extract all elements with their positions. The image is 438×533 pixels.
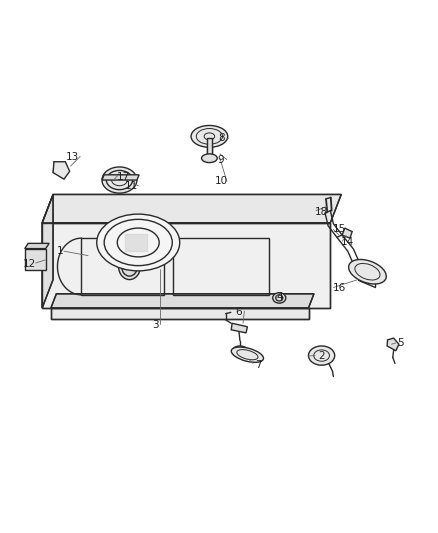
Polygon shape: [51, 294, 314, 308]
Ellipse shape: [191, 125, 228, 147]
Text: 4: 4: [277, 292, 283, 302]
Text: 1: 1: [57, 246, 63, 256]
Text: 16: 16: [332, 284, 346, 293]
Ellipse shape: [308, 346, 335, 365]
Ellipse shape: [273, 293, 286, 303]
Text: 14: 14: [341, 238, 354, 247]
Ellipse shape: [102, 167, 137, 193]
Polygon shape: [42, 195, 341, 223]
Polygon shape: [25, 244, 49, 248]
Ellipse shape: [231, 347, 264, 362]
Ellipse shape: [119, 254, 141, 263]
Text: 15: 15: [332, 224, 346, 235]
Polygon shape: [102, 175, 139, 180]
Text: 2: 2: [318, 351, 325, 361]
Polygon shape: [42, 223, 330, 308]
Ellipse shape: [201, 154, 217, 163]
Polygon shape: [25, 248, 46, 270]
Ellipse shape: [232, 346, 248, 357]
Text: 8: 8: [218, 133, 225, 143]
Polygon shape: [387, 338, 399, 351]
Text: 17: 17: [117, 172, 130, 182]
Polygon shape: [231, 323, 247, 333]
Text: 10: 10: [215, 176, 228, 187]
Text: 9: 9: [218, 155, 225, 165]
Text: 7: 7: [255, 360, 261, 370]
Polygon shape: [42, 195, 53, 308]
Text: 11: 11: [125, 181, 138, 191]
Ellipse shape: [349, 260, 386, 284]
Text: 12: 12: [22, 260, 36, 269]
Ellipse shape: [119, 253, 141, 280]
Text: 5: 5: [397, 338, 403, 348]
Polygon shape: [51, 308, 308, 319]
Polygon shape: [342, 228, 352, 238]
Text: 6: 6: [235, 308, 242, 317]
Text: 13: 13: [66, 152, 79, 163]
Ellipse shape: [97, 214, 180, 271]
Polygon shape: [207, 138, 212, 158]
Polygon shape: [53, 161, 70, 179]
Text: 18: 18: [315, 207, 328, 217]
Text: 3: 3: [152, 320, 159, 330]
